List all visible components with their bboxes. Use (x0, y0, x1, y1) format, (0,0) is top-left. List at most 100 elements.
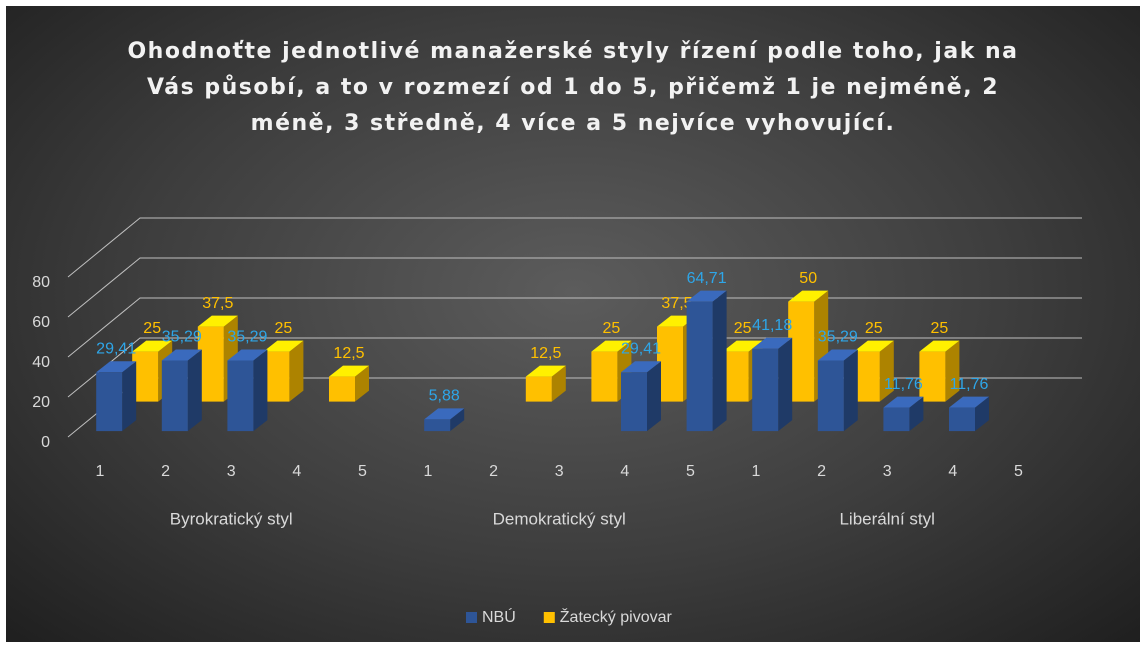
bar-face (919, 351, 946, 402)
bar-face (197, 326, 224, 402)
x-tick-label: 2 (817, 463, 826, 480)
grid-line (67, 297, 1082, 358)
bar-face (424, 408, 465, 420)
bar-face (778, 337, 793, 432)
plot: 0 20 40 60 80 1 2 3 4 5 1 2 3 4 5 1 2 3 4 5 Byrokratický sty… (32, 217, 1082, 626)
group-label: Byrokratický styl (170, 509, 293, 528)
data-label: 25 (143, 320, 161, 337)
bar-face (722, 351, 749, 402)
bar-face (132, 340, 173, 352)
bar-face (752, 337, 793, 349)
data-label: 25 (734, 320, 752, 337)
grid-line (67, 217, 1082, 278)
bar-face (686, 290, 727, 302)
x-tick-label: 4 (948, 463, 957, 480)
y-tick-label: 0 (41, 434, 50, 451)
bar (621, 361, 661, 432)
data-label: 25 (865, 320, 883, 337)
bar-face (647, 361, 661, 432)
data-label: 11,76 (884, 376, 923, 393)
bar-face (197, 315, 238, 327)
bar-face (424, 419, 451, 432)
y-tick-label: 40 (32, 354, 50, 371)
data-label: 29,41 (621, 340, 661, 357)
bar (752, 337, 793, 432)
x-tick-label: 5 (358, 463, 367, 480)
data-label: 37,5 (202, 295, 233, 312)
legend-label: NBÚ (482, 607, 516, 626)
x-tick-label: 5 (1014, 463, 1023, 480)
bar (817, 349, 858, 432)
bar-face (788, 290, 829, 302)
data-label: 12,5 (333, 345, 364, 362)
bar (263, 340, 304, 402)
bar-face (657, 326, 683, 402)
bar (227, 349, 268, 432)
bar-face (96, 361, 137, 373)
data-label: 35,29 (162, 329, 202, 346)
bar-face (355, 365, 369, 402)
x-tick-label: 2 (161, 463, 170, 480)
chart-title: Ohodnoťte jednotlivé manažerské styly ří… (127, 39, 1019, 136)
data-label: 37,5 (661, 295, 692, 312)
bar-face (883, 396, 924, 408)
bar-face (263, 340, 304, 352)
data-label: 29,41 (96, 340, 136, 357)
bar-face (525, 376, 552, 402)
data-label: 11,76 (950, 376, 989, 393)
bar-face (788, 301, 815, 402)
bar-face (132, 351, 159, 402)
bar (525, 365, 566, 402)
group-label: Liberální styl (839, 509, 934, 528)
bar (919, 340, 960, 402)
grid-line (67, 257, 1082, 318)
bar-face (551, 365, 566, 402)
data-label: 5,88 (429, 388, 460, 405)
bar-face (919, 340, 960, 352)
data-label: 64,71 (687, 270, 727, 287)
x-tick-label: 4 (620, 463, 629, 480)
x-tick-label: 5 (686, 463, 695, 480)
x-tick-label: 4 (292, 463, 301, 480)
bar (883, 396, 924, 432)
legend-label: Žatecký pivovar (560, 607, 673, 626)
bar-face (686, 301, 713, 432)
bar-face (289, 340, 304, 402)
bar-face (975, 396, 989, 432)
group-label: Demokratický styl (493, 509, 626, 528)
bar (424, 408, 465, 432)
data-label: 41,18 (752, 317, 792, 334)
bar-face (187, 349, 202, 432)
bar-face (909, 396, 924, 432)
data-label: 50 (799, 270, 817, 287)
x-tick-label: 1 (424, 463, 433, 480)
bar-face (879, 340, 894, 402)
bar-face (122, 361, 137, 432)
bar-face (161, 349, 202, 361)
bar-face (621, 372, 647, 432)
bar-face (817, 349, 858, 361)
bar-face (227, 349, 268, 361)
bar-face (525, 365, 566, 377)
chart: Ohodnoťte jednotlivé manažerské styly ří… (6, 6, 1140, 642)
bar-face (621, 361, 661, 373)
x-tick-label: 2 (489, 463, 498, 480)
x-tick-label: 3 (227, 463, 236, 480)
bar-face (945, 340, 960, 402)
bar (853, 340, 894, 402)
bar-face (817, 360, 844, 432)
bar-face (227, 360, 254, 432)
bar-face (883, 407, 910, 432)
bar-face (949, 396, 989, 408)
bar-face (591, 340, 632, 352)
bar (686, 290, 727, 432)
bar-face (722, 340, 763, 352)
bar-face (450, 408, 465, 432)
bar-face (253, 349, 268, 432)
data-label: 35,29 (227, 329, 267, 346)
bar-face (843, 349, 858, 432)
bar (161, 349, 202, 432)
legend-swatch (466, 612, 477, 623)
x-tick-label: 3 (555, 463, 564, 480)
y-tick-label: 60 (32, 314, 50, 331)
